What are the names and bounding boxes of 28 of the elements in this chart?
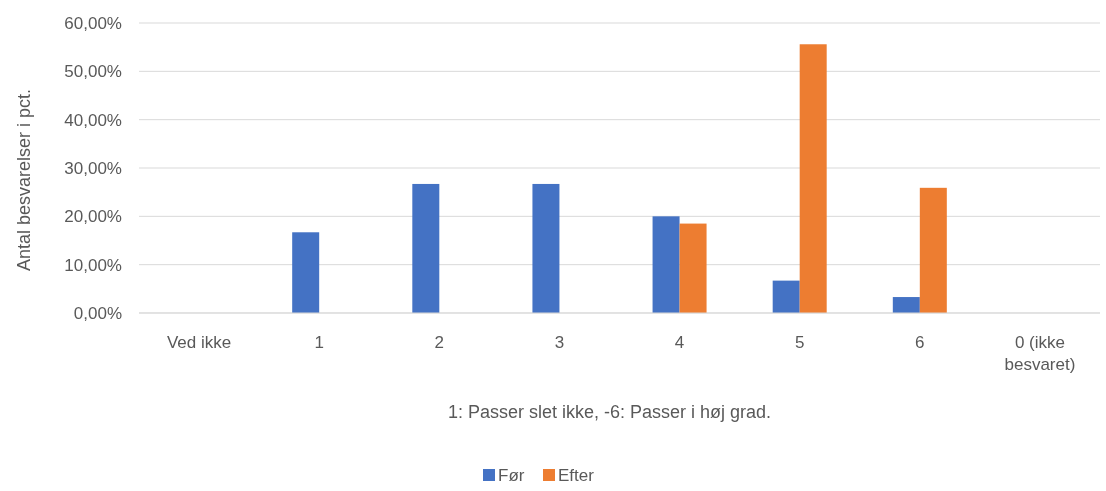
y-tick-label: 50,00% [64,62,122,82]
y-tick-label: 0,00% [73,303,122,323]
x-tick-label: 6 [915,333,925,352]
y-tick-label: 10,00% [64,255,122,275]
y-tick-label: 60,00% [64,13,122,33]
x-tick-label: 3 [554,333,565,352]
bar [679,223,707,313]
legend-label: Efter [558,466,595,485]
bar [799,44,827,313]
x-axis-title: 1: Passer slet ikke, -6: Passer i høj grad. [447,402,772,422]
bar [892,297,920,313]
bar [652,216,680,313]
y-tick-label: 20,00% [64,207,122,227]
bar [532,183,560,313]
x-tick-label: 0 (ikke besvaret) [1004,333,1076,374]
bar [772,280,800,313]
y-axis-title: Antal besvarelser i pct. [14,88,34,272]
bar [292,232,320,313]
legend-label: Før [498,466,525,485]
x-tick-label: 4 [674,333,685,352]
bar [412,183,440,313]
x-tick-label: 1 [314,333,324,352]
x-tick-label: 2 [434,333,445,352]
y-tick-label: 40,00% [64,110,122,130]
y-tick-label: 30,00% [64,158,122,178]
x-tick-label: Ved ikke [166,333,232,352]
x-tick-label: 5 [794,333,805,352]
bar [919,187,947,313]
